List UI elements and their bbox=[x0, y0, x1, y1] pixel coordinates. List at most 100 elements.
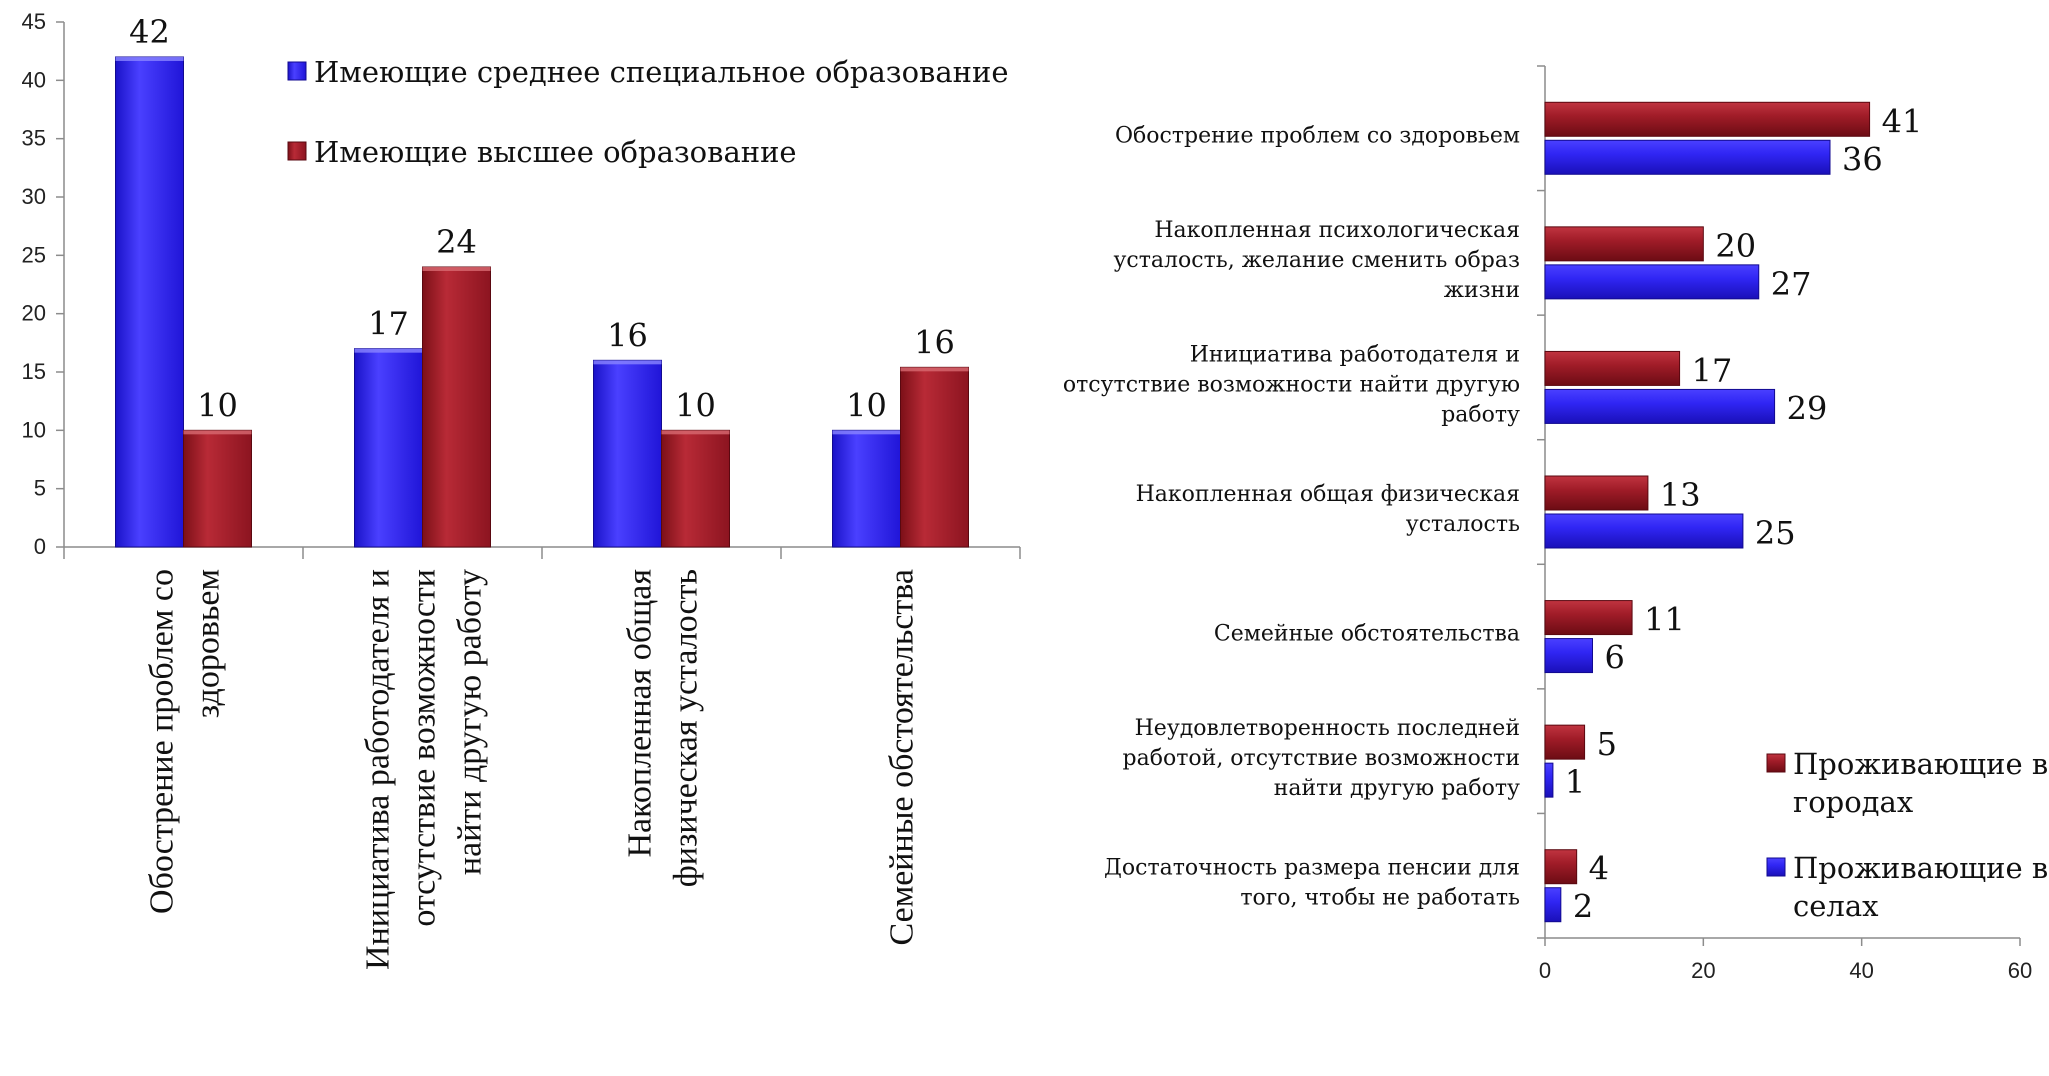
right-category-label: того, чтобы не работать bbox=[1240, 886, 1520, 911]
right-data-label: 27 bbox=[1771, 265, 1812, 303]
left-bar bbox=[183, 429, 252, 548]
left-category-label: Семейные обстоятельства bbox=[884, 569, 921, 945]
left-y-tick-label: 20 bbox=[22, 301, 46, 326]
right-data-label: 2 bbox=[1573, 888, 1593, 926]
right-category-label: Накопленная общая физическая bbox=[1136, 482, 1520, 507]
right-x-tick-label: 40 bbox=[1849, 958, 1873, 983]
left-y-tick-label: 25 bbox=[22, 242, 46, 267]
left-category-line: здоровьем bbox=[190, 569, 227, 718]
right-bar bbox=[1544, 724, 1586, 760]
right-bar bbox=[1544, 638, 1593, 674]
left-y-tick-label: 35 bbox=[22, 126, 46, 151]
left-category-label: Накопленная общая физическая усталость bbox=[622, 569, 705, 888]
right-category-label: Обострение проблем со здоровьем bbox=[1115, 123, 1520, 148]
right-x-tick-label: 60 bbox=[2008, 958, 2032, 983]
left-data-label: 42 bbox=[129, 13, 170, 51]
left-bar bbox=[832, 429, 901, 548]
left-bar-chart: 0 5 10 15 20 25 30 35 40 45 42 10 Обострение проблем… bbox=[22, 9, 1021, 970]
left-data-label: 10 bbox=[197, 386, 238, 424]
right-data-label: 1 bbox=[1565, 763, 1585, 801]
right-legend-label: селах bbox=[1793, 889, 1878, 923]
right-bar bbox=[1544, 600, 1633, 636]
right-bar bbox=[1544, 139, 1831, 175]
left-y-tick-label: 40 bbox=[22, 67, 46, 92]
right-data-label: 29 bbox=[1787, 389, 1828, 427]
right-category-label: найти другую работу bbox=[1274, 776, 1520, 801]
left-category-line: Накопленная общая bbox=[622, 569, 659, 858]
right-legend-swatch bbox=[1766, 857, 1786, 877]
left-bar bbox=[661, 429, 730, 548]
right-data-label: 5 bbox=[1597, 725, 1617, 763]
left-bar bbox=[354, 348, 423, 548]
right-category-label: Накопленная психологическая bbox=[1154, 218, 1520, 243]
right-category-label: Достаточность размера пенсии для bbox=[1104, 856, 1520, 881]
left-data-label: 16 bbox=[914, 323, 955, 361]
left-category-label: Обострение проблем со здоровьем bbox=[144, 569, 227, 914]
right-bar bbox=[1544, 475, 1649, 511]
right-legend-label: Проживающие в bbox=[1793, 851, 2048, 885]
left-category-line: найти другую работу bbox=[452, 569, 489, 875]
right-bar bbox=[1544, 101, 1871, 137]
right-category-label: усталость, желание сменить образ bbox=[1113, 248, 1520, 273]
right-category-label: работу bbox=[1441, 402, 1520, 427]
left-legend-swatch bbox=[287, 141, 307, 161]
left-y-tick-label: 30 bbox=[22, 184, 46, 209]
right-legend-label: Проживающие в bbox=[1793, 747, 2048, 781]
left-bar bbox=[115, 56, 184, 548]
left-bar-highlight bbox=[115, 57, 184, 61]
left-bar bbox=[900, 366, 969, 548]
left-data-label: 24 bbox=[436, 223, 477, 261]
right-data-label: 25 bbox=[1755, 514, 1796, 552]
left-y-tick-label: 5 bbox=[34, 476, 46, 501]
left-data-label: 17 bbox=[368, 305, 409, 343]
right-bar bbox=[1544, 513, 1744, 549]
right-bar bbox=[1544, 264, 1760, 300]
left-bar-highlight bbox=[661, 430, 730, 435]
left-bar-highlight bbox=[593, 360, 662, 365]
left-category-line: Инициатива работодателя и bbox=[360, 569, 397, 970]
right-bar bbox=[1544, 887, 1562, 923]
right-category-label: жизни bbox=[1444, 278, 1520, 303]
right-category-label: усталость bbox=[1406, 512, 1520, 537]
left-y-tick-label: 15 bbox=[22, 359, 46, 384]
left-bar-highlight bbox=[832, 430, 901, 435]
right-category-label: Неудовлетворенность последней bbox=[1135, 716, 1520, 741]
right-data-label: 20 bbox=[1715, 227, 1756, 265]
left-legend-label: Имеющие среднее специальное образование bbox=[314, 55, 1009, 89]
right-data-label: 4 bbox=[1589, 850, 1609, 888]
right-x-tick-label: 0 bbox=[1539, 958, 1551, 983]
right-data-label: 17 bbox=[1692, 351, 1733, 389]
right-bar bbox=[1544, 226, 1704, 262]
left-category-line: Обострение проблем со bbox=[144, 569, 181, 914]
left-bar-highlight bbox=[183, 430, 252, 435]
right-bar bbox=[1544, 762, 1554, 798]
right-bar bbox=[1544, 350, 1681, 386]
left-data-label: 10 bbox=[846, 386, 887, 424]
right-category-label: отсутствие возможности найти другую bbox=[1063, 372, 1520, 397]
left-y-tick-label: 0 bbox=[34, 534, 46, 559]
left-bar bbox=[422, 266, 491, 548]
right-data-label: 11 bbox=[1644, 601, 1685, 639]
left-y-tick-label: 45 bbox=[22, 9, 46, 34]
right-category-label: Семейные обстоятельства bbox=[1214, 622, 1520, 647]
right-data-label: 6 bbox=[1605, 639, 1625, 677]
right-data-label: 36 bbox=[1842, 140, 1883, 178]
right-legend-swatch bbox=[1766, 753, 1786, 773]
right-category-label: Инициатива работодателя и bbox=[1190, 342, 1520, 367]
right-data-label: 13 bbox=[1660, 476, 1701, 514]
right-legend-label: городах bbox=[1793, 785, 1913, 819]
left-category-line: отсутствие возможности bbox=[406, 569, 443, 927]
left-legend-label: Имеющие высшее образование bbox=[314, 135, 797, 169]
right-x-tick-label: 20 bbox=[1691, 958, 1715, 983]
left-y-tick-label: 10 bbox=[22, 417, 46, 442]
left-data-label: 16 bbox=[607, 316, 648, 354]
left-bar-highlight bbox=[422, 267, 491, 271]
left-bar-highlight bbox=[900, 367, 969, 372]
left-category-line: Семейные обстоятельства bbox=[884, 569, 921, 945]
right-category-label: работой, отсутствие возможности bbox=[1123, 746, 1520, 771]
left-bar-highlight bbox=[354, 348, 423, 353]
right-data-label: 41 bbox=[1882, 102, 1923, 140]
left-legend-swatch bbox=[287, 61, 307, 81]
